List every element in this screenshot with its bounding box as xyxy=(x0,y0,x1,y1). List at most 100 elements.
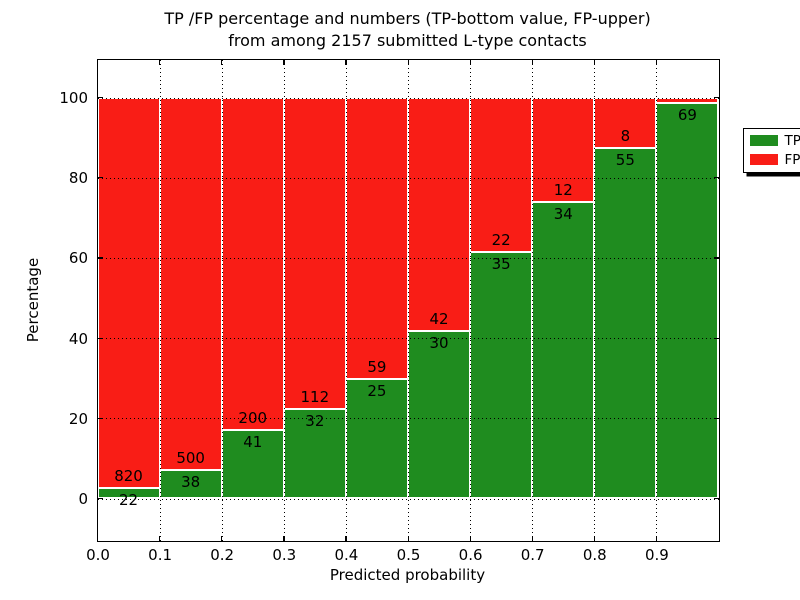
tp-count-label: 32 xyxy=(305,412,325,431)
x-tick-bottom xyxy=(655,535,658,541)
x-tick-label: 0.7 xyxy=(520,546,545,564)
y-tick-label: 100 xyxy=(59,89,88,107)
vertical-gridline xyxy=(594,59,596,541)
x-tick-top xyxy=(345,59,347,65)
x-tick-label: 0.9 xyxy=(644,546,669,564)
tp-bar-segment xyxy=(97,488,160,499)
fp-count-label: 59 xyxy=(367,358,387,377)
x-tick-label: 0.8 xyxy=(582,546,607,564)
y-tick-left xyxy=(97,177,103,179)
y-tick-label: 60 xyxy=(68,249,88,268)
vertical-gridline xyxy=(408,59,409,541)
fp-bar-segment xyxy=(408,97,471,332)
x-tick-bottom xyxy=(531,535,533,541)
chart-title: TP /FP percentage and numbers (TP-bottom… xyxy=(97,8,718,52)
tp-color-swatch xyxy=(749,135,778,146)
vertical-gridline xyxy=(221,59,223,541)
x-tick-top xyxy=(531,59,533,65)
x-tick-bottom xyxy=(469,535,471,541)
x-tick-bottom xyxy=(593,535,596,541)
y-tick-left xyxy=(97,417,103,420)
y-tick-label: 0 xyxy=(78,490,88,508)
x-tick-label: 0.1 xyxy=(148,546,173,564)
tp-count-label: 22 xyxy=(119,491,139,510)
x-tick-top xyxy=(159,59,161,65)
tp-bar-segment xyxy=(221,430,284,499)
tp-bar-segment xyxy=(470,252,533,499)
fp-bar-segment xyxy=(221,97,284,431)
fp-bar-segment xyxy=(283,97,346,410)
fp-bar-segment xyxy=(345,97,408,380)
vertical-gridline xyxy=(532,59,534,541)
x-tick-bottom xyxy=(221,535,223,541)
legend-label-fp: FP xyxy=(784,151,800,168)
tp-count-label: 41 xyxy=(243,433,263,452)
tp-count-label: 55 xyxy=(615,151,635,170)
fp-bar-segment xyxy=(532,97,595,203)
plot-area: 820 22 500 38 200 41 112 32 59 25 42 30 22 35 12 34 8 55 6… xyxy=(96,58,800,542)
y-tick-right xyxy=(713,177,719,179)
x-tick-bottom xyxy=(407,535,409,541)
legend-item-tp: TP xyxy=(749,132,800,149)
tp-count-label: 38 xyxy=(181,473,201,492)
tp-count-label: 69 xyxy=(677,106,697,125)
vertical-gridline xyxy=(470,59,472,541)
legend-label-tp: TP xyxy=(784,132,800,149)
tp-bar-segment xyxy=(656,103,719,499)
fp-bar-segment xyxy=(470,97,533,253)
x-tick-top xyxy=(655,59,658,65)
fp-bar-segment xyxy=(159,97,222,471)
y-tick-right xyxy=(713,498,719,500)
x-tick-label: 0.5 xyxy=(396,546,421,564)
tp-bar-segment xyxy=(532,202,595,499)
tp-count-label: 34 xyxy=(553,205,573,224)
x-tick-bottom xyxy=(159,535,161,541)
fp-count-label: 820 xyxy=(114,467,143,486)
fp-count-label: 22 xyxy=(491,231,511,250)
x-tick-label: 0.2 xyxy=(210,546,235,564)
fp-count-label: 12 xyxy=(553,181,573,200)
fp-bar-segment xyxy=(594,97,657,149)
y-tick-label: 20 xyxy=(68,409,88,428)
y-tick-label: 40 xyxy=(68,329,88,348)
x-tick-top xyxy=(407,59,409,65)
tp-count-label: 30 xyxy=(429,334,449,353)
y-axis-label: Percentage xyxy=(24,257,42,343)
tp-bar-segment xyxy=(345,379,408,499)
x-tick-label: 0.3 xyxy=(272,546,297,564)
tp-count-label: 35 xyxy=(491,255,511,274)
x-tick-label: 0.4 xyxy=(334,546,359,564)
chart-legend: TP FP xyxy=(742,127,800,173)
y-tick-left xyxy=(97,257,103,259)
fp-bar-segment xyxy=(97,97,160,489)
y-tick-right xyxy=(713,417,719,420)
fp-count-label: 8 xyxy=(620,127,631,146)
x-tick-bottom xyxy=(345,535,347,541)
fp-count-label: 200 xyxy=(238,409,268,428)
chart-title-line-2: from among 2157 submitted L-type contact… xyxy=(228,31,587,50)
x-tick-top xyxy=(221,59,223,65)
y-tick-right xyxy=(713,97,719,99)
tp-count-label: 25 xyxy=(367,382,387,401)
vertical-gridline xyxy=(656,59,658,541)
x-tick-top xyxy=(469,59,471,65)
fp-count-label: 112 xyxy=(300,388,330,407)
tp-bar-segment xyxy=(408,331,471,499)
vertical-gridline xyxy=(345,59,347,541)
legend-item-fp: FP xyxy=(749,151,800,168)
tp-bar-segment xyxy=(594,148,657,499)
y-tick-right xyxy=(713,257,719,259)
fp-count-label: 42 xyxy=(429,310,449,329)
y-tick-label: 80 xyxy=(68,169,88,188)
y-tick-right xyxy=(713,337,719,339)
x-tick-top xyxy=(283,59,285,65)
y-tick-left xyxy=(97,498,103,500)
fp-color-swatch xyxy=(749,154,778,165)
fp-count-label: 500 xyxy=(176,449,205,468)
x-tick-top xyxy=(593,59,596,65)
vertical-gridline xyxy=(159,59,161,541)
vertical-gridline xyxy=(283,59,285,541)
x-tick-bottom xyxy=(97,535,99,541)
y-tick-left xyxy=(97,337,103,339)
